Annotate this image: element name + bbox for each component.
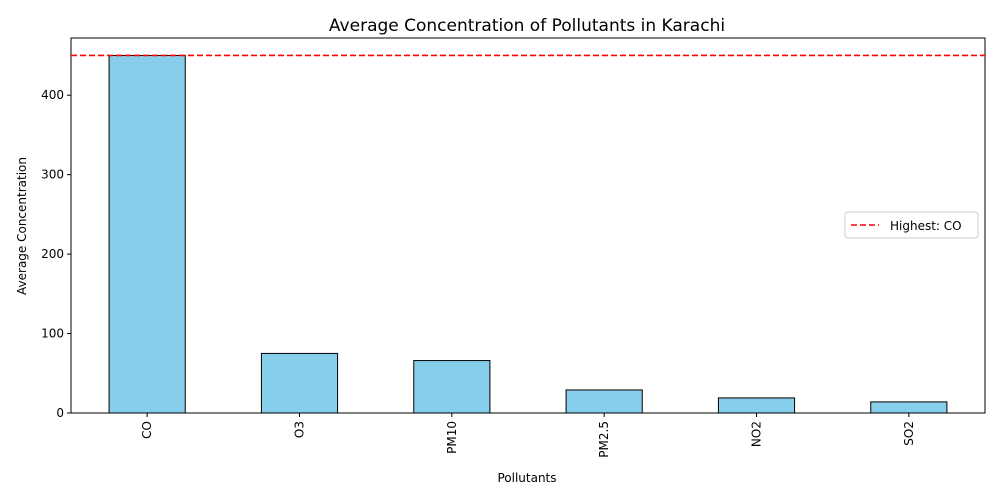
chart-title: Average Concentration of Pollutants in K… xyxy=(329,16,725,36)
y-axis-label: Average Concentration xyxy=(15,157,29,295)
x-tick-label: CO xyxy=(140,421,154,439)
y-tick-label: 0 xyxy=(56,406,64,420)
x-axis-label: Pollutants xyxy=(497,471,556,485)
y-tick-label: 400 xyxy=(41,88,64,102)
bar-no2 xyxy=(717,397,796,414)
x-tick-label: SO2 xyxy=(902,421,916,446)
bar-pm25 xyxy=(565,389,643,414)
plot-area: 0 100 200 300 400 CO O3 PM10 PM2.5 NO2 SO2 xyxy=(41,37,986,458)
bar-so2 xyxy=(870,401,948,414)
bar-o3 xyxy=(260,352,339,414)
x-tick-label: O3 xyxy=(293,421,307,438)
axes-frame xyxy=(70,37,986,414)
y-tick-label: 100 xyxy=(41,327,64,341)
legend-box xyxy=(844,211,979,239)
x-tick-label: NO2 xyxy=(750,421,764,447)
bar-pm10 xyxy=(413,360,491,414)
y-tick-label: 200 xyxy=(41,247,64,261)
legend-label: Highest: CO xyxy=(890,219,962,233)
bar-co xyxy=(108,54,186,414)
x-tick-label: PM10 xyxy=(445,421,459,454)
legend: Highest: CO xyxy=(844,211,979,239)
x-tick-label: PM2.5 xyxy=(597,421,611,458)
y-tick-label: 300 xyxy=(41,168,64,182)
